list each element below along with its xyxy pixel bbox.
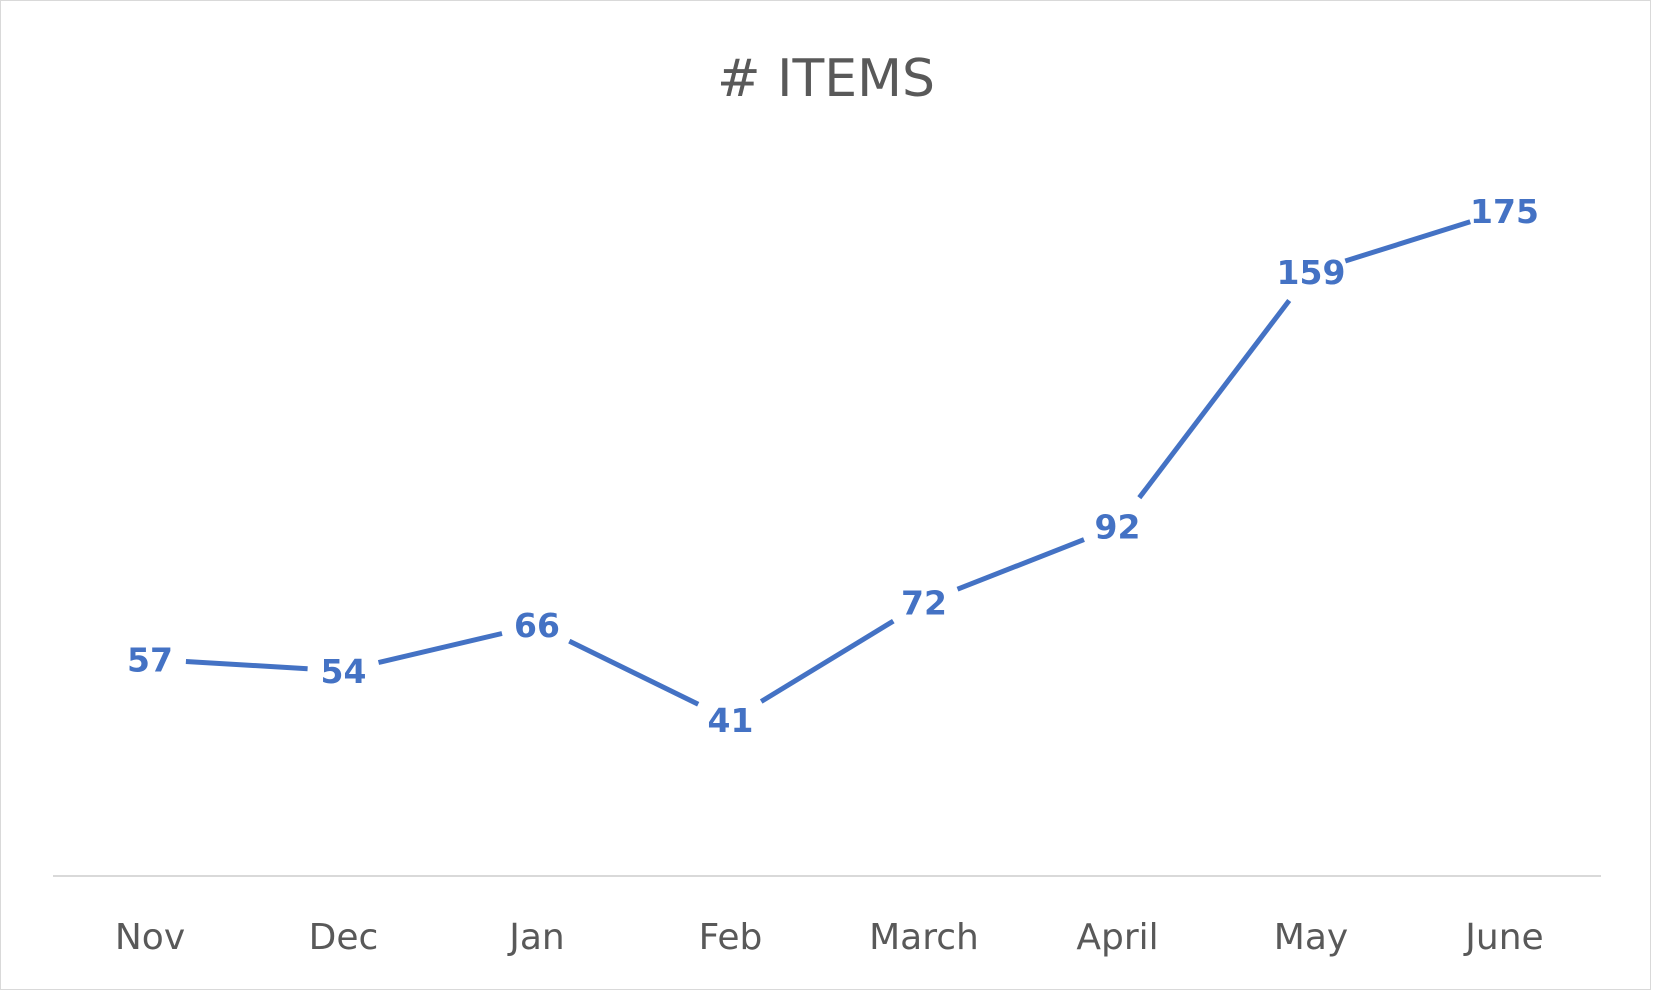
x-tick-label-feb: Feb (699, 917, 763, 958)
series-segment-april-may (1137, 298, 1292, 500)
data-label-may: 159 (1277, 253, 1346, 292)
series-line (185, 219, 1471, 707)
data-labels: 57 54 66 41 72 92 159 175 (127, 192, 1539, 740)
data-label-feb: 41 (708, 701, 754, 740)
x-tick-label-march: March (869, 917, 979, 958)
x-tick-label-jan: Jan (507, 917, 565, 958)
x-tick-label-april: April (1076, 917, 1158, 958)
series-segment-may-june (1344, 219, 1471, 264)
data-label-dec: 54 (321, 652, 367, 691)
data-label-jan: 66 (514, 606, 560, 645)
series-segment-feb-march (759, 618, 895, 704)
series-segment-nov-dec (185, 659, 308, 672)
x-tick-label-may: May (1274, 917, 1348, 958)
x-tick-label-dec: Dec (309, 917, 379, 958)
data-label-march: 72 (901, 583, 947, 622)
series-segment-jan-feb (568, 638, 700, 707)
data-label-june: 175 (1470, 192, 1539, 231)
x-tick-label-june: June (1463, 917, 1543, 958)
chart-title: # ITEMS (717, 49, 935, 109)
series-segment-dec-jan (377, 631, 503, 665)
series-segment-march-april (956, 537, 1085, 592)
data-label-april: 92 (1095, 507, 1141, 546)
data-label-nov: 57 (127, 640, 173, 679)
x-tick-label-nov: Nov (115, 917, 185, 958)
x-axis-tick-labels: Nov Dec Jan Feb March April May June (115, 917, 1544, 958)
